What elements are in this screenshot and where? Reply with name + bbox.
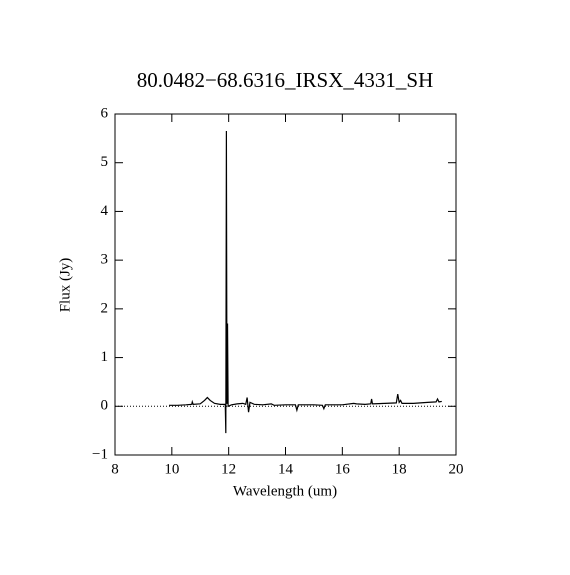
spectrum-line xyxy=(168,131,442,434)
chart-title: 80.0482−68.6316_IRSX_4331_SH xyxy=(137,68,434,92)
x-axis-label: Wavelength (um) xyxy=(233,483,337,499)
y-tick-label: −1 xyxy=(92,446,108,462)
y-tick-label: 4 xyxy=(101,203,109,219)
x-tick-label: 16 xyxy=(335,461,351,477)
x-tick-label: 12 xyxy=(221,461,236,477)
x-tick-label: 8 xyxy=(111,461,119,477)
y-tick-label: 3 xyxy=(101,252,109,268)
x-tick-label: 10 xyxy=(164,461,179,477)
y-tick-label: 1 xyxy=(101,349,109,365)
y-tick-label: 5 xyxy=(101,154,109,170)
x-tick-label: 14 xyxy=(278,461,294,477)
y-tick-label: 6 xyxy=(101,105,109,121)
y-axis-label: Flux (Jy) xyxy=(57,258,73,313)
y-tick-label: 2 xyxy=(101,300,109,316)
x-tick-label: 20 xyxy=(449,461,464,477)
y-tick-label: 0 xyxy=(101,398,109,414)
x-tick-label: 18 xyxy=(392,461,407,477)
